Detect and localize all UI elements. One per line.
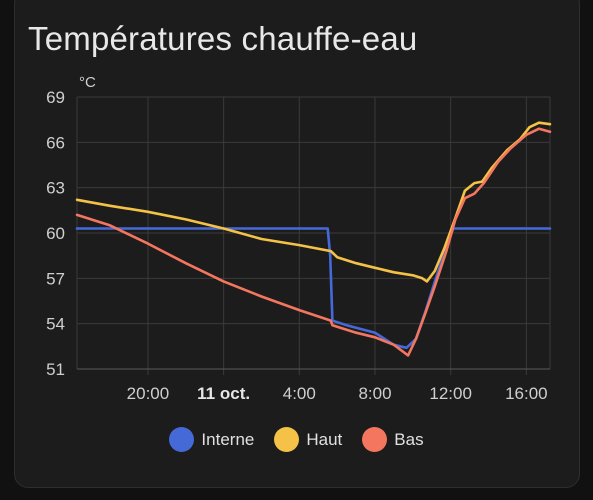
legend-label-bas: Bas <box>394 429 424 449</box>
y-tick-label: 63 <box>46 179 65 198</box>
y-tick-label: 51 <box>46 360 65 379</box>
y-tick-label: 66 <box>46 133 65 152</box>
x-tick-label: 4:00 <box>283 384 316 403</box>
card-title: Températures chauffe-eau <box>28 20 418 57</box>
legend-label-haut: Haut <box>306 429 343 449</box>
y-tick-label: 69 <box>46 88 65 107</box>
y-tick-label: 57 <box>46 269 65 288</box>
x-tick-label: 11 oct. <box>197 384 250 403</box>
x-tick-label: 20:00 <box>127 384 170 403</box>
legend-item-interne[interactable]: Interne <box>169 427 254 452</box>
legend-dot-haut <box>274 427 300 452</box>
x-tick-label: 8:00 <box>358 384 391 403</box>
chart-legend: Interne Haut Bas <box>0 427 593 452</box>
x-tick-label: 16:00 <box>505 384 548 403</box>
series-line-bas <box>75 127 552 357</box>
x-tick-label: 12:00 <box>429 384 472 403</box>
legend-dot-interne <box>169 427 195 452</box>
y-tick-label: 54 <box>46 315 65 334</box>
y-tick-label: 60 <box>46 224 65 243</box>
legend-label-interne: Interne <box>201 429 255 449</box>
legend-dot-bas <box>362 427 388 452</box>
legend-item-bas[interactable]: Bas <box>362 427 424 452</box>
y-axis-unit: °C <box>79 74 96 91</box>
legend-item-haut[interactable]: Haut <box>274 427 342 452</box>
